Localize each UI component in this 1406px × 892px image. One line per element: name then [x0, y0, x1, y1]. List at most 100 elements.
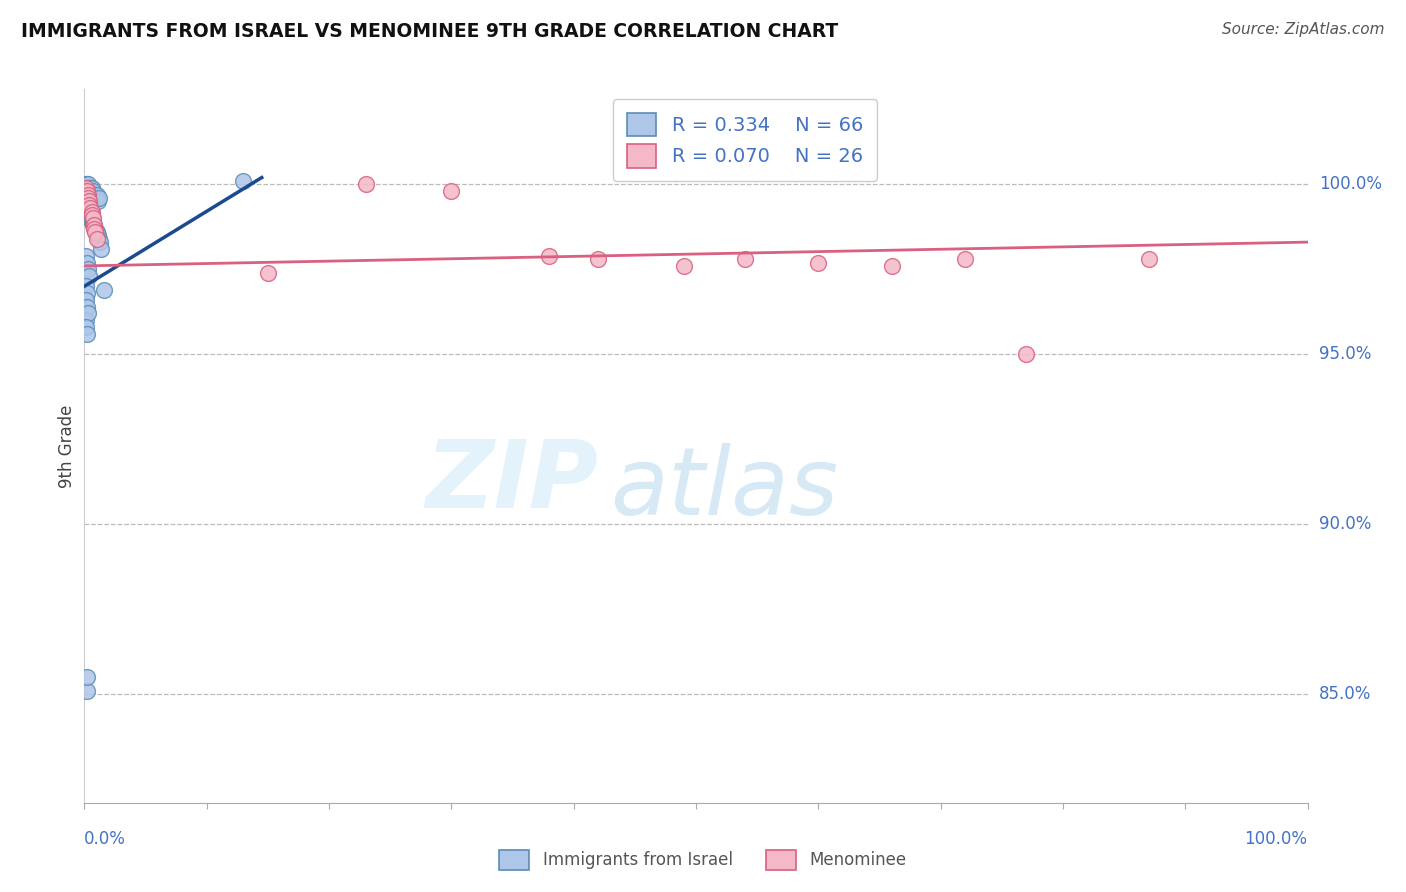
Point	[76, 326, 98, 341]
Point	[75, 198, 97, 212]
Point	[75, 249, 97, 263]
Point	[76, 198, 98, 212]
Point	[79, 208, 101, 222]
Point	[77, 178, 100, 192]
Text: 95.0%: 95.0%	[1319, 345, 1371, 363]
Point	[84, 225, 107, 239]
Point	[77, 180, 100, 194]
Point	[86, 225, 108, 239]
Point	[77, 180, 100, 194]
Text: 85.0%: 85.0%	[1319, 685, 1371, 703]
Point	[83, 221, 105, 235]
Point	[79, 211, 101, 226]
Point	[83, 218, 105, 232]
Point	[880, 259, 903, 273]
Text: IMMIGRANTS FROM ISRAEL VS MENOMINEE 9TH GRADE CORRELATION CHART: IMMIGRANTS FROM ISRAEL VS MENOMINEE 9TH …	[21, 22, 838, 41]
Point	[76, 300, 98, 314]
Point	[75, 313, 97, 327]
Point	[1015, 347, 1038, 361]
Point	[89, 235, 111, 249]
Point	[232, 174, 254, 188]
Point	[80, 184, 103, 198]
Point	[83, 187, 105, 202]
Point	[734, 252, 756, 266]
Point	[83, 218, 105, 232]
Point	[75, 194, 97, 209]
Point	[77, 180, 100, 194]
Point	[807, 255, 830, 269]
Point	[1137, 252, 1160, 266]
Text: 100.0%: 100.0%	[1319, 176, 1382, 194]
Point	[80, 180, 103, 194]
Point	[77, 306, 100, 320]
Point	[77, 208, 100, 222]
Point	[84, 187, 107, 202]
Point	[77, 187, 100, 202]
Point	[86, 187, 108, 202]
Point	[79, 184, 101, 198]
Point	[82, 218, 104, 232]
Point	[76, 255, 98, 269]
Point	[77, 198, 100, 212]
Point	[440, 184, 463, 198]
Point	[77, 204, 100, 219]
Point	[354, 178, 377, 192]
Point	[77, 184, 100, 198]
Point	[672, 259, 695, 273]
Point	[76, 286, 98, 301]
Point	[87, 191, 110, 205]
Point	[86, 232, 108, 246]
Point	[77, 184, 100, 198]
Point	[586, 252, 609, 266]
Point	[77, 187, 100, 202]
Text: atlas: atlas	[610, 443, 838, 534]
Y-axis label: 9th Grade: 9th Grade	[58, 404, 76, 488]
Point	[82, 187, 104, 202]
Point	[77, 201, 100, 215]
Point	[76, 670, 98, 684]
Point	[75, 279, 97, 293]
Point	[87, 232, 110, 246]
Legend: R = 0.334    N = 66, R = 0.070    N = 26: R = 0.334 N = 66, R = 0.070 N = 26	[613, 99, 876, 181]
Point	[538, 249, 561, 263]
Point	[257, 266, 280, 280]
Point	[80, 215, 103, 229]
Point	[77, 204, 100, 219]
Point	[75, 178, 97, 192]
Legend: Immigrants from Israel, Menominee: Immigrants from Israel, Menominee	[492, 843, 914, 877]
Point	[82, 211, 104, 226]
Point	[83, 191, 105, 205]
Point	[79, 180, 101, 194]
Text: 90.0%: 90.0%	[1319, 516, 1371, 533]
Text: ZIP: ZIP	[425, 435, 598, 528]
Point	[87, 228, 110, 243]
Point	[77, 191, 100, 205]
Point	[87, 194, 110, 209]
Point	[75, 180, 97, 194]
Point	[76, 178, 98, 192]
Point	[86, 191, 108, 205]
Point	[953, 252, 976, 266]
Point	[77, 269, 100, 284]
Point	[77, 262, 100, 277]
Point	[76, 180, 98, 194]
Point	[93, 283, 115, 297]
Point	[76, 184, 98, 198]
Point	[76, 184, 98, 198]
Point	[79, 201, 101, 215]
Point	[80, 208, 103, 222]
Point	[80, 204, 103, 219]
Point	[75, 293, 97, 307]
Point	[80, 211, 103, 226]
Text: 100.0%: 100.0%	[1244, 830, 1308, 848]
Point	[84, 191, 107, 205]
Point	[76, 683, 98, 698]
Point	[82, 184, 104, 198]
Point	[90, 242, 112, 256]
Point	[82, 215, 104, 229]
Point	[84, 221, 107, 235]
Point	[79, 187, 101, 202]
Point	[77, 187, 100, 202]
Point	[77, 184, 100, 198]
Point	[80, 187, 103, 202]
